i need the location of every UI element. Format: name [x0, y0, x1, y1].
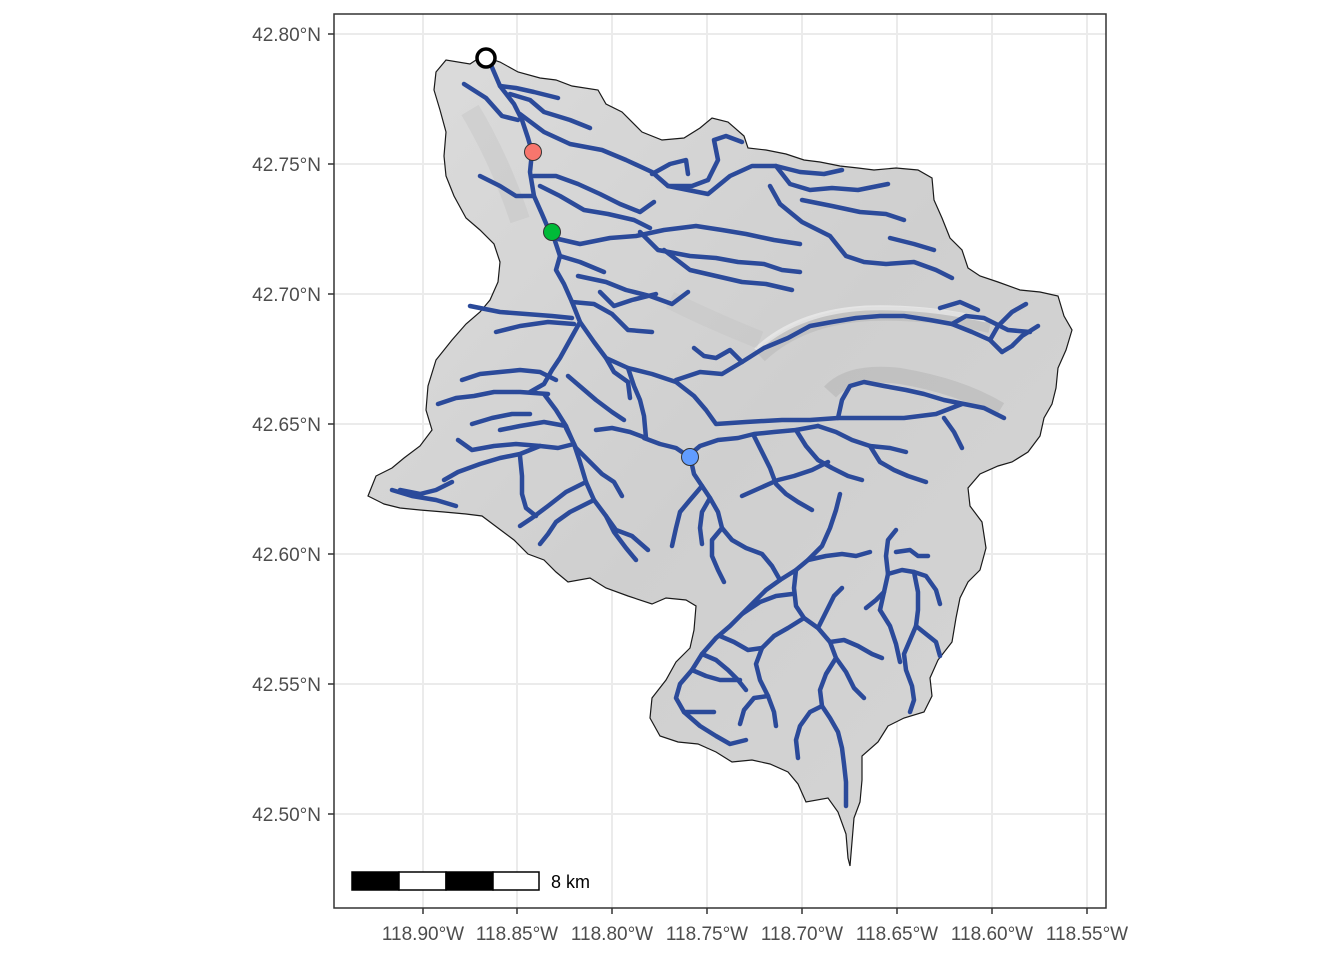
scale-bar: 8 km — [351, 871, 590, 892]
scale-segment — [351, 871, 400, 891]
x-tick-label: 118.90°W — [382, 924, 464, 945]
terrain-shading — [461, 104, 1005, 417]
scale-segment — [492, 871, 540, 891]
y-tick-label: 42.65°N — [252, 415, 321, 436]
site-point-red[interactable] — [524, 143, 542, 161]
x-tick-label: 118.80°W — [571, 924, 653, 945]
y-axis-labels: 42.80°N 42.75°N 42.70°N 42.65°N 42.60°N … — [252, 25, 321, 826]
y-axis — [328, 33, 334, 815]
scale-bar-label: 8 km — [551, 872, 590, 892]
stream-network — [389, 55, 1041, 809]
x-tick-label: 118.55°W — [1046, 924, 1128, 945]
sample-points — [475, 47, 699, 466]
site-point-blue[interactable] — [681, 448, 699, 466]
site-point-green[interactable] — [543, 223, 561, 241]
x-axis — [422, 908, 1088, 914]
x-tick-label: 118.85°W — [476, 924, 558, 945]
x-tick-label: 118.65°W — [856, 924, 938, 945]
x-tick-label: 118.60°W — [951, 924, 1033, 945]
y-tick-label: 42.55°N — [252, 675, 321, 696]
x-tick-label: 118.75°W — [666, 924, 748, 945]
outlet-point[interactable] — [475, 47, 497, 69]
watershed-basin — [367, 55, 1073, 867]
y-tick-label: 42.80°N — [252, 25, 321, 46]
y-tick-label: 42.50°N — [252, 805, 321, 826]
scale-segment — [445, 871, 494, 891]
x-tick-label: 118.70°W — [761, 924, 843, 945]
y-tick-label: 42.70°N — [252, 285, 321, 306]
scale-segment — [398, 871, 447, 891]
y-tick-label: 42.75°N — [252, 155, 321, 176]
y-tick-label: 42.60°N — [252, 545, 321, 566]
panel-border — [333, 13, 1107, 909]
x-axis-labels: 118.90°W 118.85°W 118.80°W 118.75°W 118.… — [382, 924, 1128, 945]
